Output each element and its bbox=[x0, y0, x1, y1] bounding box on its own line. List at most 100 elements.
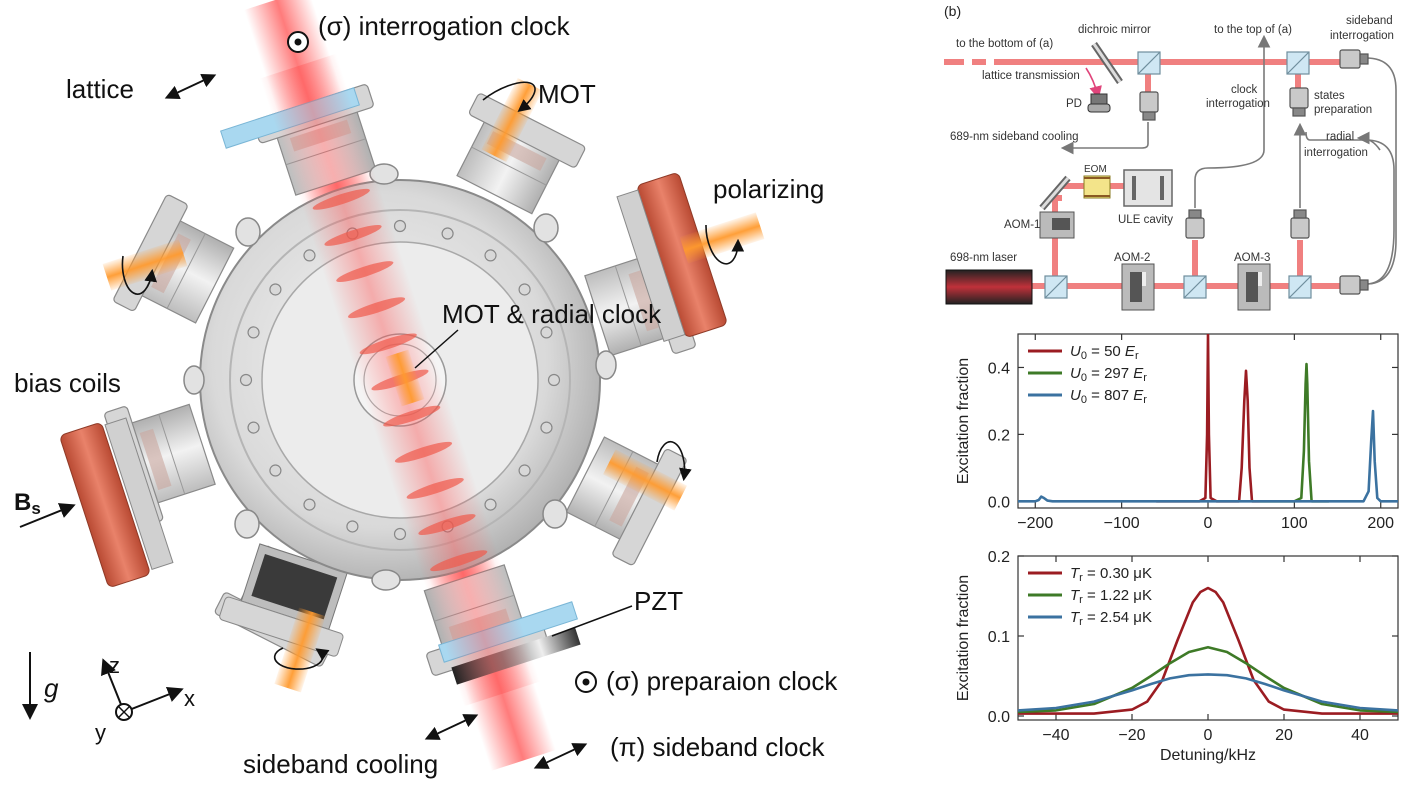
rotation-arrows bbox=[121, 81, 745, 670]
x-tick-label: 200 bbox=[1367, 515, 1394, 532]
flange-bolt bbox=[547, 373, 561, 387]
photodiode bbox=[1087, 93, 1111, 113]
flange-bolt bbox=[346, 520, 359, 533]
label-mot: MOT bbox=[538, 79, 596, 109]
label-interrogation-clock: (σ) interrogation clock bbox=[318, 11, 571, 41]
y-axis-label: Excitation fraction bbox=[955, 358, 972, 484]
flange-bolt bbox=[393, 219, 407, 233]
flange-bolt bbox=[518, 283, 531, 296]
series-line bbox=[1018, 409, 1398, 503]
coil-right bbox=[616, 173, 727, 343]
label-laser-698: 698-nm laser bbox=[950, 252, 1017, 264]
plot-frame bbox=[1017, 555, 1399, 721]
label-polarizing: polarizing bbox=[713, 174, 824, 204]
x-tick-label: 0 bbox=[1204, 515, 1213, 532]
y-tick-label: 0.2 bbox=[988, 427, 1010, 444]
y-tick-label: 0.0 bbox=[988, 494, 1010, 511]
chart-temperature: −40 −20 0 20 40 0.0 0.1 0.2 Excitation fraction D… bbox=[955, 549, 1399, 764]
label-clock-interrogation-2: interrogation bbox=[1206, 98, 1270, 110]
x-tick-label: 0 bbox=[1204, 727, 1213, 744]
lattice-pancake bbox=[394, 441, 453, 463]
x-tick-label: 20 bbox=[1275, 727, 1293, 744]
flange-bolt bbox=[303, 498, 316, 511]
flange-bolt bbox=[303, 249, 316, 262]
legend-entry: U0 = 807 Er bbox=[1070, 387, 1147, 406]
label-states-preparation-2: preparation bbox=[1314, 104, 1372, 116]
label-states-preparation-1: states bbox=[1314, 90, 1345, 102]
label-axis-x: x bbox=[184, 686, 195, 711]
label-aom2: AOM-2 bbox=[1114, 252, 1150, 264]
x-axis-label: Detuning/kHz bbox=[1160, 747, 1256, 764]
lattice-pancake bbox=[406, 478, 464, 499]
lattice-pancake bbox=[359, 333, 417, 355]
lattice-pancake bbox=[312, 188, 370, 210]
series-line bbox=[1259, 362, 1329, 503]
label-ule-cavity: ULE cavity bbox=[1118, 214, 1173, 226]
coordinate-axes bbox=[101, 658, 184, 721]
label-pd: PD bbox=[1066, 98, 1082, 110]
label-to-bottom: to the bottom of (a) bbox=[956, 38, 1053, 50]
x-tick-label: −100 bbox=[1104, 515, 1140, 532]
lattice-transmission-path bbox=[1085, 67, 1102, 100]
lattice-pancake bbox=[418, 514, 476, 535]
label-sideband-cooling-689: 689-nm sideband cooling bbox=[950, 131, 1079, 143]
coil-left bbox=[60, 417, 174, 587]
eom-device bbox=[1083, 175, 1111, 199]
beam-splitters bbox=[1044, 51, 1312, 299]
fiber-paths bbox=[1060, 34, 1397, 285]
label-axis-y: y bbox=[95, 720, 106, 745]
lattice-pancake bbox=[336, 261, 394, 282]
label-aom1: AOM-1 bbox=[1004, 219, 1040, 231]
y-tick-label: 0.0 bbox=[988, 709, 1010, 726]
series-line bbox=[1018, 673, 1398, 712]
label-radial-interrogation-1: radial bbox=[1326, 131, 1354, 143]
label-aom3: AOM-3 bbox=[1234, 252, 1270, 264]
y-tick-label: 0.1 bbox=[988, 629, 1010, 646]
flange-bolt bbox=[540, 326, 553, 339]
pi-sideband-polarization-arrow bbox=[533, 743, 588, 769]
flange-bolt bbox=[540, 421, 553, 434]
aom-3 bbox=[1237, 263, 1271, 311]
laser-698nm bbox=[945, 269, 1033, 305]
legend-entry: Tr = 2.54 μK bbox=[1070, 609, 1152, 628]
lattice-pancake bbox=[430, 550, 488, 572]
legend-entry: U0 = 50 Er bbox=[1070, 343, 1139, 362]
out-of-plane-symbol-bottom bbox=[575, 671, 597, 693]
flange-bolt bbox=[484, 498, 497, 511]
flange-bolt bbox=[518, 464, 531, 477]
ule-cavity bbox=[1123, 169, 1173, 207]
legend-entry: Tr = 0.30 μK bbox=[1070, 565, 1152, 584]
x-tick-label: 40 bbox=[1351, 727, 1369, 744]
series-line bbox=[1018, 586, 1398, 715]
vacuum-chamber-illustration: (σ) interrogation clock lattice MOT pola… bbox=[14, 0, 838, 779]
out-of-plane-symbol-top bbox=[287, 31, 309, 53]
y-tick-label: 0.4 bbox=[988, 360, 1010, 377]
x-tick-label: 100 bbox=[1281, 515, 1308, 532]
label-lattice-transmission: lattice transmission bbox=[982, 70, 1080, 82]
label-radial-interrogation-2: interrogation bbox=[1304, 147, 1368, 159]
label-to-top: to the top of (a) bbox=[1214, 24, 1292, 36]
flange-bolt bbox=[269, 283, 282, 296]
flange-bolt bbox=[269, 464, 282, 477]
label-bias-coils: bias coils bbox=[14, 368, 121, 398]
x-tick-label: −40 bbox=[1042, 727, 1069, 744]
bs-arrow bbox=[19, 503, 76, 528]
y-axis-label: Excitation fraction bbox=[955, 575, 972, 701]
label-mot-radial-clock: MOT & radial clock bbox=[442, 299, 662, 329]
lattice-polarization-arrow bbox=[164, 74, 217, 99]
legend-entry: Tr = 1.22 μK bbox=[1070, 587, 1152, 606]
flange-bolt bbox=[441, 227, 454, 240]
label-g: g bbox=[44, 673, 59, 703]
legend-entry: U0 = 297 Er bbox=[1070, 365, 1147, 384]
x-tick-label: −20 bbox=[1118, 727, 1145, 744]
rim-viewports bbox=[183, 163, 617, 591]
label-sideband-cooling: sideband cooling bbox=[243, 749, 438, 779]
flange-bolt bbox=[247, 326, 260, 339]
label-preparation-clock: (σ) preparaion clock bbox=[606, 666, 838, 696]
y-tick-label: 0.2 bbox=[988, 549, 1010, 566]
flange-bolt bbox=[393, 527, 407, 541]
lattice-pancake bbox=[324, 225, 382, 246]
label-clock-interrogation-1: clock bbox=[1231, 84, 1257, 96]
panel-b-tag: (b) bbox=[944, 3, 961, 19]
